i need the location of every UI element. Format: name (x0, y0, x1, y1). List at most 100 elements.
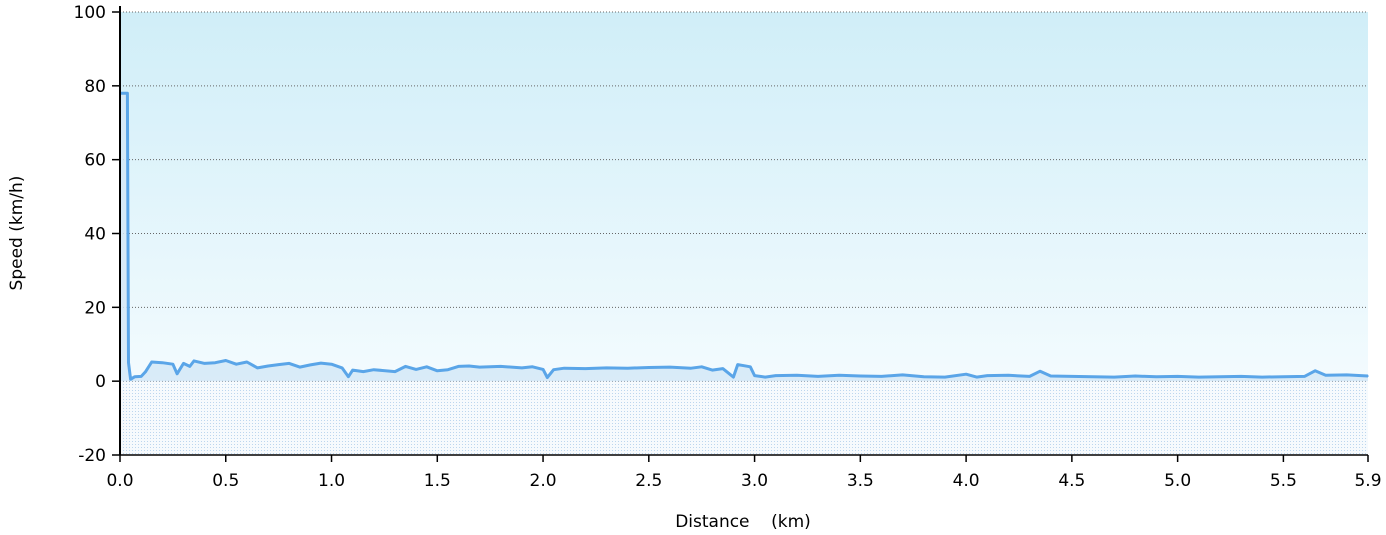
y-tick-label-4: 60 (84, 151, 106, 171)
data-point-0-58 (732, 376, 735, 378)
x-tick-label-8: 4.0 (953, 471, 980, 491)
data-point-0-7 (144, 371, 147, 373)
data-point-0-91 (1282, 375, 1285, 378)
data-point-0-75 (986, 374, 989, 377)
data-point-0-50 (605, 367, 608, 369)
y-tick-label-5: 80 (84, 77, 106, 97)
data-point-0-93 (1314, 370, 1316, 372)
data-point-0-78 (1039, 370, 1041, 373)
data-point-0-10 (172, 363, 174, 366)
data-point-0-23 (288, 362, 291, 365)
data-point-0-64 (774, 374, 777, 377)
data-point-0-77 (1028, 375, 1031, 378)
data-point-0-61 (749, 366, 752, 368)
x-tick-label-5: 2.5 (635, 471, 662, 491)
data-point-0-22 (277, 363, 280, 366)
data-point-0-84 (1145, 375, 1147, 378)
data-point-0-38 (447, 368, 449, 371)
data-point-0-56 (711, 369, 714, 371)
data-point-0-87 (1198, 376, 1200, 378)
data-point-0-41 (478, 366, 481, 368)
data-point-0-43 (521, 367, 523, 369)
y-tick-label-1: 0 (95, 372, 106, 392)
data-point-0-24 (299, 366, 301, 368)
data-point-0-92 (1303, 375, 1306, 378)
data-point-0-32 (373, 368, 375, 371)
data-point-0-76 (1007, 374, 1010, 377)
x-tick-label-1: 0.5 (212, 471, 239, 491)
data-point-0-60 (743, 364, 745, 367)
data-point-0-4 (129, 378, 132, 381)
data-point-0-95 (1346, 374, 1348, 376)
data-point-0-34 (404, 365, 407, 368)
data-point-0-52 (648, 366, 650, 369)
data-point-0-62 (753, 374, 756, 377)
data-point-0-9 (161, 361, 164, 364)
data-point-0-74 (975, 376, 978, 378)
data-point-0-66 (817, 375, 819, 378)
x-tick-label-10: 5.0 (1164, 471, 1191, 491)
data-point-0-68 (859, 375, 862, 377)
data-point-0-71 (923, 375, 925, 378)
data-point-0-37 (436, 370, 439, 372)
y-tick-label-2: 20 (84, 298, 106, 318)
data-point-0-54 (690, 367, 692, 370)
positive-band (120, 12, 1368, 382)
x-tick-label-7: 3.5 (847, 471, 874, 491)
data-point-0-82 (1113, 376, 1115, 378)
data-point-0-86 (1176, 375, 1179, 378)
data-point-0-53 (669, 366, 671, 368)
data-point-0-46 (546, 376, 549, 379)
data-point-0-67 (838, 374, 840, 377)
data-point-0-47 (552, 368, 555, 371)
data-point-0-90 (1261, 376, 1263, 378)
x-tick-label-11: 5.5 (1270, 471, 1297, 491)
data-point-0-88 (1219, 375, 1221, 378)
x-tick-label-0: 0.0 (106, 471, 133, 491)
data-point-0-83 (1134, 375, 1137, 377)
y-tick-label-3: 40 (84, 225, 106, 245)
data-point-0-40 (468, 365, 470, 367)
data-point-0-16 (214, 361, 216, 364)
data-point-0-19 (246, 361, 248, 363)
plot-background (120, 12, 1368, 455)
data-point-0-44 (531, 366, 534, 368)
y-axis-title: Speed (km/h) (7, 176, 27, 291)
data-point-0-25 (309, 364, 312, 366)
data-point-0-70 (901, 374, 904, 376)
x-axis-title: Distance (km) (675, 512, 811, 532)
data-point-0-85 (1155, 375, 1158, 378)
axes (119, 6, 1368, 456)
data-point-0-57 (722, 367, 724, 370)
data-point-0-21 (267, 365, 269, 367)
data-point-0-42 (499, 365, 502, 368)
data-point-0-17 (225, 359, 227, 362)
data-point-0-30 (351, 369, 354, 371)
data-point-0-15 (203, 362, 206, 365)
data-point-0-3 (127, 361, 130, 364)
data-point-0-13 (189, 365, 191, 368)
data-point-0-14 (193, 360, 195, 362)
data-point-0-2 (126, 92, 129, 94)
data-point-0-55 (700, 366, 703, 368)
data-point-0-69 (880, 375, 883, 378)
data-point-0-20 (256, 367, 259, 369)
data-point-0-89 (1240, 375, 1242, 378)
x-tick-label-4: 2.0 (530, 471, 557, 491)
x-tick-label-6: 3.0 (741, 471, 768, 491)
data-point-0-8 (150, 361, 153, 363)
data-point-0-96 (1367, 375, 1369, 377)
x-tick-label-9: 4.5 (1058, 471, 1085, 491)
data-point-0-51 (626, 367, 629, 370)
data-point-0-48 (563, 367, 565, 370)
data-point-0-18 (235, 363, 238, 366)
data-point-0-65 (796, 374, 798, 377)
data-point-0-49 (584, 367, 587, 370)
data-point-0-35 (415, 368, 417, 371)
negative-band (120, 381, 1368, 455)
data-point-0-39 (457, 365, 460, 368)
data-point-0-28 (341, 367, 343, 369)
data-point-0-29 (347, 375, 350, 378)
data-point-0-81 (1092, 375, 1094, 378)
